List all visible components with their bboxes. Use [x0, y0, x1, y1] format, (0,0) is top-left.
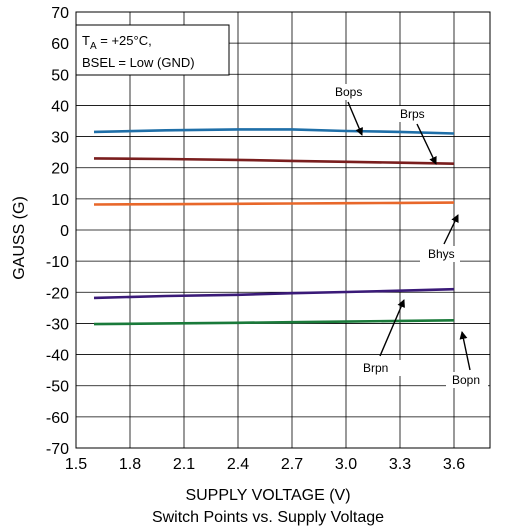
series-lines [93, 128, 455, 326]
x-tick-label: 3.3 [389, 456, 411, 473]
y-tick-label: -20 [46, 285, 69, 302]
annotation-bopn: Bopn [452, 373, 480, 387]
chart-title: Switch Points vs. Supply Voltage [152, 509, 384, 526]
arrow-brpn [379, 299, 405, 357]
y-tick-label: 10 [51, 192, 69, 209]
x-axis-label: SUPPLY VOLTAGE (V) [185, 487, 350, 504]
x-tick-labels: 1.5 1.8 2.1 2.4 2.7 3.0 3.3 3.6 [65, 456, 465, 473]
conditions-line-1: TA = +25°C, [82, 33, 152, 52]
y-tick-labels: 70 60 50 40 30 20 10 0 -10 -20 -30 -40 -50 -60 -70 [46, 5, 69, 458]
series-line-brps [93, 157, 455, 165]
annotation-brps: Brps [400, 107, 425, 121]
x-tick-label: 1.8 [119, 456, 141, 473]
x-tick-label: 2.7 [281, 456, 303, 473]
y-tick-label: 20 [51, 161, 69, 178]
y-tick-label: -60 [46, 410, 69, 427]
x-tick-label: 3.0 [335, 456, 357, 473]
grid-lines [75, 11, 490, 449]
conditions-line-2: BSEL = Low (GND) [82, 55, 195, 70]
series-annotations: Bops Brps Bhys Brpn Bopn [332, 84, 488, 388]
y-tick-label: 30 [51, 130, 69, 147]
x-tick-label: 2.1 [173, 456, 195, 473]
series-line-brpn [93, 287, 455, 300]
arrow-bops [347, 101, 363, 136]
y-tick-label: 0 [60, 223, 69, 240]
x-tick-label: 1.5 [65, 456, 87, 473]
y-axis-label: GAUSS (G) [11, 196, 28, 280]
y-tick-label: 70 [51, 5, 69, 22]
y-tick-label: -70 [46, 441, 69, 458]
y-tick-label: 60 [51, 36, 69, 53]
y-tick-label: -30 [46, 316, 69, 333]
series-line-bhys [93, 201, 455, 206]
annotation-brpn: Brpn [363, 361, 388, 375]
y-tick-label: -50 [46, 379, 69, 396]
y-tick-label: 50 [51, 67, 69, 84]
arrow-bhys [443, 214, 459, 245]
plot-frame [75, 11, 491, 449]
conditions-box: TA = +25°C, BSEL = Low (GND) [75, 24, 230, 76]
arrow-brps [416, 123, 437, 165]
y-tick-label: 40 [51, 98, 69, 115]
annotation-bhys: Bhys [428, 247, 455, 261]
y-tick-label: -10 [46, 254, 69, 271]
series-line-bops [93, 128, 455, 135]
annotation-bops: Bops [335, 85, 362, 99]
y-tick-label: -40 [46, 348, 69, 365]
x-tick-label: 2.4 [227, 456, 249, 473]
x-tick-label: 3.6 [443, 456, 465, 473]
series-line-bopn [93, 319, 455, 326]
arrow-bopn [459, 331, 471, 371]
